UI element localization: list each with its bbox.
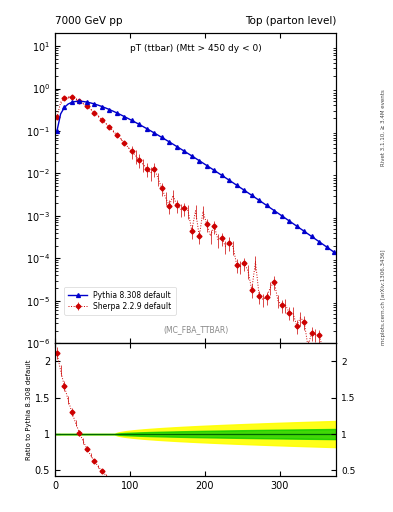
Text: pT (ttbar) (Mtt > 450 dy < 0): pT (ttbar) (Mtt > 450 dy < 0)	[130, 44, 261, 53]
Line: Pythia 8.308 default: Pythia 8.308 default	[55, 99, 336, 254]
Pythia 8.308 default	[77, 98, 82, 104]
Pythia 8.308 default	[81, 98, 86, 104]
Pythia 8.308 default	[268, 205, 273, 211]
Pythia 8.308 default	[287, 218, 292, 224]
Pythia 8.308 default	[332, 249, 336, 255]
Text: 7000 GeV pp: 7000 GeV pp	[55, 15, 123, 26]
Pythia 8.308 default	[279, 212, 284, 219]
Text: Rivet 3.1.10, ≥ 3.4M events: Rivet 3.1.10, ≥ 3.4M events	[381, 90, 386, 166]
Pythia 8.308 default	[55, 128, 59, 134]
Legend: Pythia 8.308 default, Sherpa 2.2.9 default: Pythia 8.308 default, Sherpa 2.2.9 defau…	[64, 287, 176, 315]
Text: (MC_FBA_TTBAR): (MC_FBA_TTBAR)	[163, 325, 228, 334]
Y-axis label: Ratio to Pythia 8.308 default: Ratio to Pythia 8.308 default	[26, 359, 32, 460]
Pythia 8.308 default	[275, 210, 280, 216]
Text: mcplots.cern.ch [arXiv:1306.3436]: mcplots.cern.ch [arXiv:1306.3436]	[381, 249, 386, 345]
Pythia 8.308 default	[306, 231, 310, 237]
Text: Top (parton level): Top (parton level)	[244, 15, 336, 26]
